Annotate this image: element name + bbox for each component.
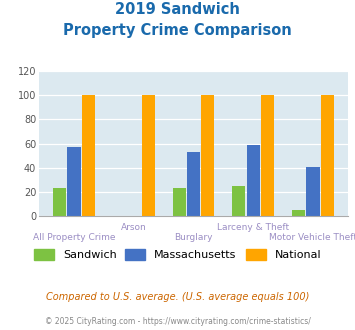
Bar (292, 210, 305, 216)
Legend: Sandwich, Massachusetts, National: Sandwich, Massachusetts, National (34, 249, 321, 260)
Bar (201, 95, 214, 216)
Bar (232, 186, 245, 216)
Bar (82, 95, 95, 216)
Bar (247, 145, 260, 216)
Text: Motor Vehicle Theft: Motor Vehicle Theft (269, 233, 355, 242)
Bar (53, 188, 66, 216)
Bar (321, 95, 334, 216)
Bar (187, 152, 200, 216)
Bar (261, 95, 274, 216)
Text: Arson: Arson (121, 223, 147, 232)
Text: Compared to U.S. average. (U.S. average equals 100): Compared to U.S. average. (U.S. average … (46, 292, 309, 302)
Bar (306, 167, 320, 216)
Text: All Property Crime: All Property Crime (33, 233, 115, 242)
Text: 2019 Sandwich: 2019 Sandwich (115, 2, 240, 16)
Bar (142, 95, 155, 216)
Text: Larceny & Theft: Larceny & Theft (217, 223, 289, 232)
Bar (67, 147, 81, 216)
Text: Burglary: Burglary (174, 233, 213, 242)
Text: Property Crime Comparison: Property Crime Comparison (63, 23, 292, 38)
Bar (173, 188, 186, 216)
Text: © 2025 CityRating.com - https://www.cityrating.com/crime-statistics/: © 2025 CityRating.com - https://www.city… (45, 317, 310, 326)
